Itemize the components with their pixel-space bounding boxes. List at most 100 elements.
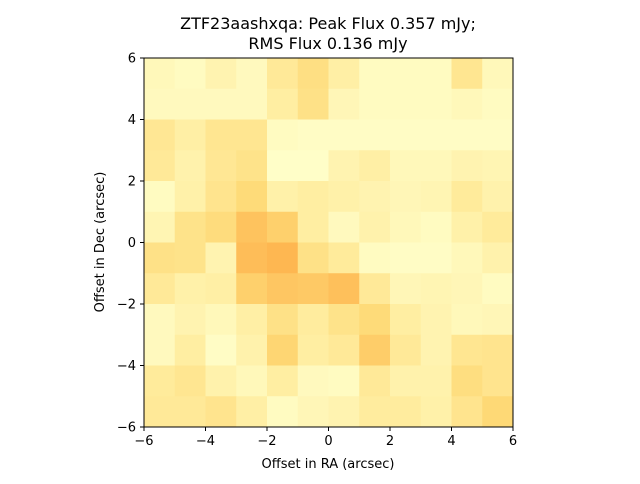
heatmap-cell (359, 273, 391, 305)
heatmap-cell (390, 150, 422, 182)
heatmap-cell (451, 211, 483, 243)
heatmap-cell (297, 58, 329, 90)
heatmap-cell (144, 211, 176, 243)
heatmap-cell (482, 119, 514, 151)
heatmap-cell (144, 334, 176, 366)
heatmap-cell (390, 273, 422, 305)
heatmap-cell (451, 304, 483, 336)
heatmap-cell (297, 242, 329, 274)
heatmap-cell (236, 365, 268, 397)
heatmap-cell (420, 396, 452, 428)
heatmap-cell (174, 58, 206, 90)
heatmap-cell (174, 304, 206, 336)
heatmap-cell (328, 334, 360, 366)
heatmap-cell (297, 396, 329, 428)
x-tick-label: 2 (386, 434, 394, 449)
heatmap-cell (267, 119, 299, 151)
x-tick-label: −2 (257, 434, 276, 449)
heatmap-cell (267, 58, 299, 90)
heatmap-cell (328, 58, 360, 90)
heatmap-cell (420, 181, 452, 213)
heatmap-cell (236, 396, 268, 428)
heatmap-cell (451, 365, 483, 397)
heatmap-cell (205, 88, 237, 120)
heatmap-cell (328, 88, 360, 120)
chart-title-line-1: ZTF23aashxqa: Peak Flux 0.357 mJy; (180, 14, 476, 33)
heatmap-cell (267, 181, 299, 213)
heatmap-cell (297, 150, 329, 182)
heatmap-cell (328, 304, 360, 336)
heatmap-cell (390, 304, 422, 336)
heatmap-cell (297, 365, 329, 397)
heatmap-cell (144, 396, 176, 428)
heatmap-cell (420, 334, 452, 366)
heatmap-cell (328, 119, 360, 151)
heatmap-cell (451, 273, 483, 305)
x-tick-label: 0 (324, 434, 332, 449)
heatmap-cell (297, 88, 329, 120)
heatmap-cell (390, 396, 422, 428)
heatmap-cell (390, 58, 422, 90)
heatmap-cell (451, 88, 483, 120)
heatmap-cell (236, 242, 268, 274)
heatmap-cell (297, 334, 329, 366)
heatmap-cell (205, 304, 237, 336)
heatmap-cell (205, 119, 237, 151)
heatmap-cell (267, 88, 299, 120)
y-tick-label: 2 (128, 175, 136, 190)
heatmap-cell (205, 150, 237, 182)
x-tick-label: 4 (447, 434, 455, 449)
heatmap-cell (359, 396, 391, 428)
heatmap-cell (359, 211, 391, 243)
heatmap-cell (144, 273, 176, 305)
heatmap-cell (482, 181, 514, 213)
heatmap-cell (482, 334, 514, 366)
heatmap-cell (482, 150, 514, 182)
heatmap-cell (205, 334, 237, 366)
heatmap-cell (144, 365, 176, 397)
heatmap-cell (236, 273, 268, 305)
x-tick-label: −4 (196, 434, 215, 449)
heatmap-cell (328, 211, 360, 243)
heatmap-cell (482, 396, 514, 428)
heatmap-cell (267, 242, 299, 274)
heatmap-cell (297, 304, 329, 336)
heatmap-cell (420, 365, 452, 397)
heatmap-cell (451, 150, 483, 182)
heatmap-cell (420, 273, 452, 305)
heatmap-cell (328, 273, 360, 305)
heatmap-cell (144, 150, 176, 182)
heatmap-cell (144, 242, 176, 274)
heatmap-cell (451, 396, 483, 428)
x-tick-label: 6 (509, 434, 517, 449)
heatmap-cell (205, 273, 237, 305)
heatmap-cell (144, 58, 176, 90)
x-axis-label: Offset in RA (arcsec) (262, 457, 395, 472)
heatmap-cell (359, 150, 391, 182)
heatmap-cell (236, 58, 268, 90)
heatmap-cell (482, 304, 514, 336)
heatmap-cell (451, 181, 483, 213)
heatmap-cell (144, 88, 176, 120)
heatmap-cell (328, 150, 360, 182)
y-tick-label: 4 (128, 113, 136, 128)
heatmap-cell (297, 119, 329, 151)
heatmap-cell (482, 58, 514, 90)
x-tick-label: −6 (134, 434, 153, 449)
heatmap-cell (174, 119, 206, 151)
heatmap-cell (236, 304, 268, 336)
heatmap-cell (451, 119, 483, 151)
y-tick-label: 0 (128, 236, 136, 251)
heatmap-cell (174, 211, 206, 243)
heatmap-cell (267, 150, 299, 182)
heatmap-cell (451, 334, 483, 366)
heatmap-cell (174, 150, 206, 182)
heatmap-cell (297, 273, 329, 305)
heatmap-cell (420, 58, 452, 90)
heatmap-cell (205, 396, 237, 428)
heatmap-cell (451, 58, 483, 90)
y-axis-ticks: −6 −4 −2 0 2 4 6 (117, 52, 144, 436)
heatmap-cell (236, 334, 268, 366)
heatmap-cell (359, 119, 391, 151)
